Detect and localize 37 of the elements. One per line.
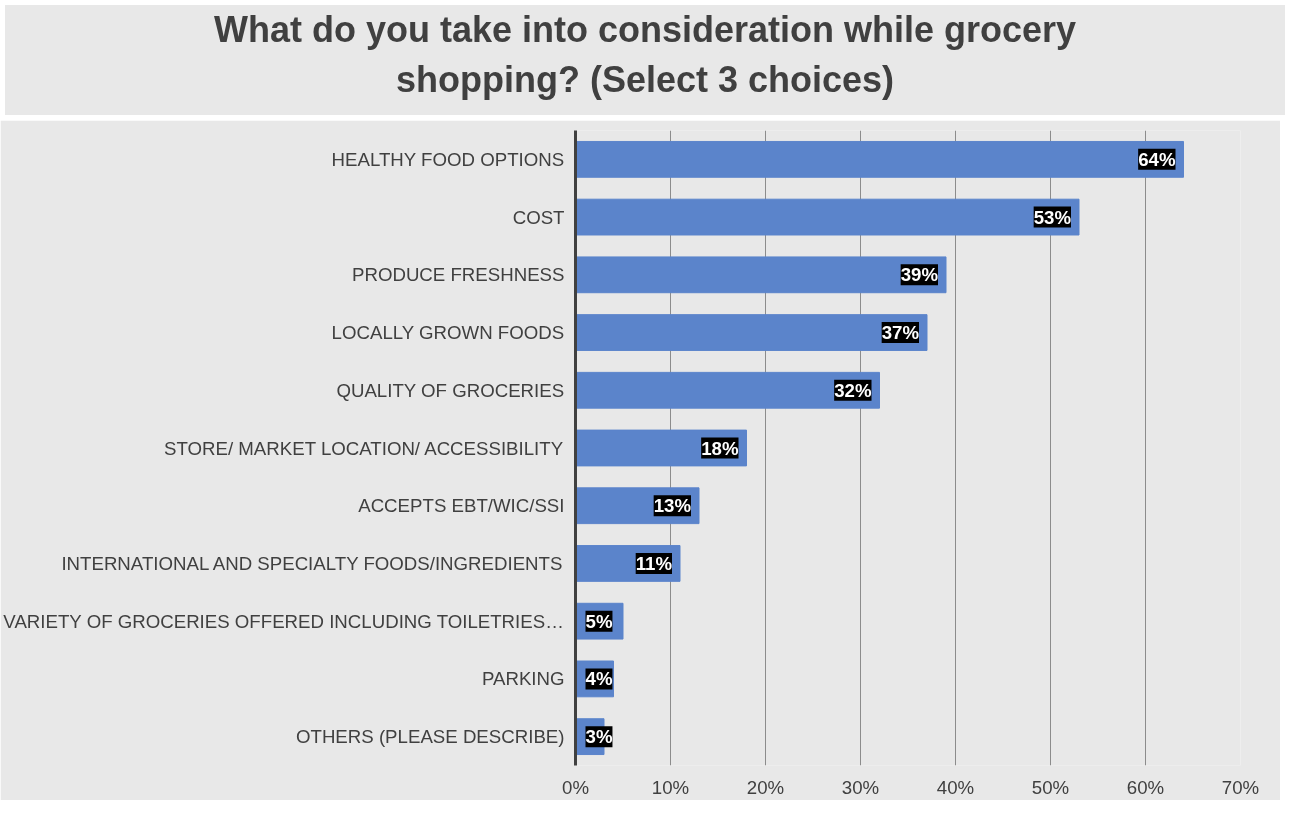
data-label: 64% xyxy=(1138,148,1176,170)
bar xyxy=(575,140,1184,178)
data-label: 5% xyxy=(585,610,613,632)
bar xyxy=(575,256,947,294)
y-tick-label: QUALITY OF GROCERIES xyxy=(336,379,565,401)
x-tick-label: 40% xyxy=(936,776,975,798)
data-label: 3% xyxy=(585,726,613,748)
data-label: 53% xyxy=(1033,206,1072,228)
bar xyxy=(575,198,1080,236)
data-label: 39% xyxy=(900,264,939,286)
data-label: 11% xyxy=(635,552,673,574)
x-tick-label: 30% xyxy=(841,776,880,798)
y-tick-label: HEALTHY FOOD OPTIONS xyxy=(331,148,565,170)
x-tick-label: 20% xyxy=(746,776,785,798)
y-tick-label: INTERNATIONAL AND SPECIALTY FOODS/INGREDIENTS xyxy=(61,552,563,574)
y-tick-label: COST xyxy=(512,206,565,228)
x-tick-label: 0% xyxy=(562,776,589,798)
bar xyxy=(575,429,747,467)
x-tick-label: 60% xyxy=(1126,776,1165,798)
y-tick-label: LOCALLY GROWN FOODS xyxy=(331,322,565,344)
y-tick-label: STORE/ MARKET LOCATION/ ACCESSIBILITY xyxy=(164,437,564,459)
chart-title: What do you take into consideration while grocery shopping? (Select 3 choices) xyxy=(213,8,1077,102)
bar xyxy=(575,371,880,409)
data-label: 32% xyxy=(834,379,872,401)
y-tick-label: ACCEPTS EBT/WIC/SSI xyxy=(358,495,565,517)
y-tick-label: VARIETY OF GROCERIES OFFERED INCLUDING TOILETRIES… xyxy=(3,610,564,632)
y-tick-label: PRODUCE FRESHNESS xyxy=(351,264,565,286)
data-label: 4% xyxy=(585,668,613,690)
y-tick-label: OTHERS (PLEASE DESCRIBE) xyxy=(296,726,565,748)
bar xyxy=(575,314,928,351)
x-tick-label: 70% xyxy=(1221,776,1260,798)
data-label: 18% xyxy=(701,437,739,459)
data-label: 37% xyxy=(881,322,920,344)
y-tick-label: PARKING xyxy=(481,668,565,690)
data-label: 13% xyxy=(653,495,692,517)
x-tick-label: 10% xyxy=(651,776,690,798)
x-tick-label: 50% xyxy=(1031,776,1070,798)
